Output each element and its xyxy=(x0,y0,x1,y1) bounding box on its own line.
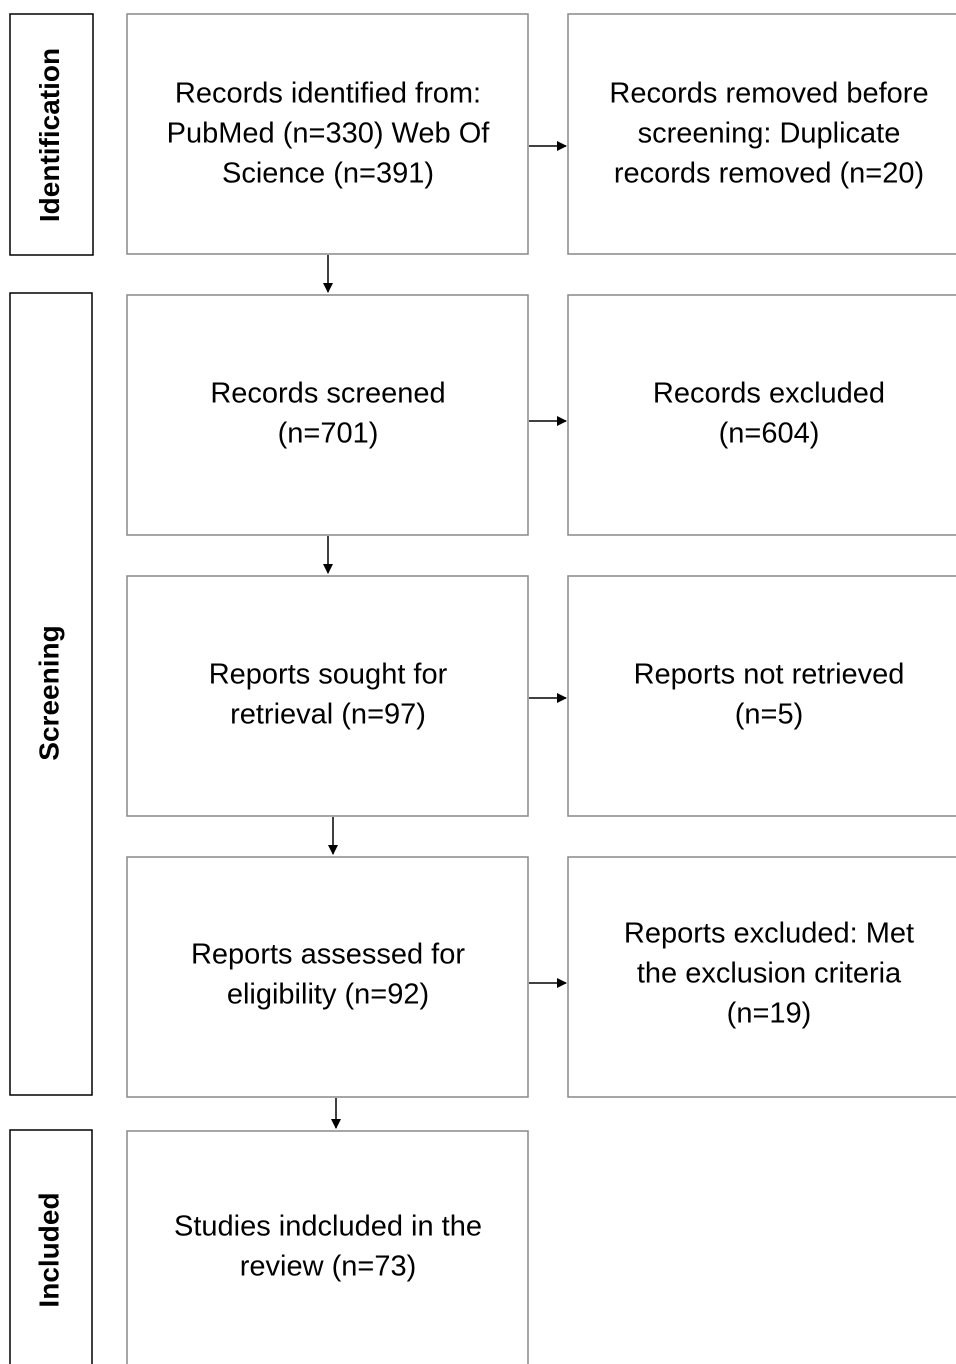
box xyxy=(567,294,956,536)
flow-box: Reports not retrieved (n=5) xyxy=(567,575,956,817)
box xyxy=(126,1130,529,1364)
flow-box: Records identified from: PubMed (n=330) W… xyxy=(126,13,529,255)
box-text: eligibility (n=92) xyxy=(227,979,429,1011)
box-text: Records removed before xyxy=(609,78,928,110)
box-text: Records excluded xyxy=(653,378,885,410)
box-text: Reports assessed for xyxy=(191,939,465,971)
box-text: (n=701) xyxy=(278,418,379,450)
flow-box: Reports sought for retrieval (n=97) xyxy=(126,575,529,817)
flow-box: Studies indcluded in the review (n=73) xyxy=(126,1130,529,1364)
flow-box: Records screened (n=701) xyxy=(126,294,529,536)
box-text: Reports not retrieved xyxy=(634,659,905,691)
box xyxy=(126,575,529,817)
stage: Identification xyxy=(9,13,94,256)
stage-box xyxy=(9,1129,93,1364)
stage-label: Screening xyxy=(33,625,64,760)
stage: Screening xyxy=(9,292,93,1096)
box-text: PubMed (n=330) Web Of xyxy=(167,118,491,150)
box xyxy=(126,294,529,536)
flow-box: Records removed before screening: Duplica… xyxy=(567,13,956,255)
arrows xyxy=(323,141,567,1129)
box xyxy=(567,575,956,817)
box-text: records removed (n=20) xyxy=(614,158,924,190)
box xyxy=(567,13,956,255)
stage-label: Identification xyxy=(34,48,65,222)
box xyxy=(567,856,956,1098)
box-text: the exclusion criteria xyxy=(637,958,902,990)
box-text: Reports sought for xyxy=(209,659,448,691)
box-text: (n=5) xyxy=(735,699,804,731)
flow-box: Records excluded (n=604) xyxy=(567,294,956,536)
stage-label: Included xyxy=(33,1192,64,1307)
box xyxy=(126,856,529,1098)
box-text: (n=604) xyxy=(719,418,820,450)
stage-box xyxy=(9,13,94,256)
stage-box xyxy=(9,292,93,1096)
flow-box: Reports assessed for eligibility (n=92) xyxy=(126,856,529,1098)
box-text: Records screened xyxy=(210,378,445,410)
box-text: retrieval (n=97) xyxy=(230,699,426,731)
box-text: Studies indcluded in the xyxy=(174,1211,482,1243)
flow-box: Reports excluded: Met the exclusion crite… xyxy=(567,856,956,1098)
box xyxy=(126,13,529,255)
stage: Included xyxy=(9,1129,93,1364)
box-text: review (n=73) xyxy=(240,1251,417,1283)
box-text: screening: Duplicate xyxy=(638,118,901,150)
box-text: Records identified from: xyxy=(175,78,481,110)
box-text: Reports excluded: Met xyxy=(624,918,914,950)
box-text: Science (n=391) xyxy=(222,158,434,190)
box-text: (n=19) xyxy=(727,998,812,1030)
